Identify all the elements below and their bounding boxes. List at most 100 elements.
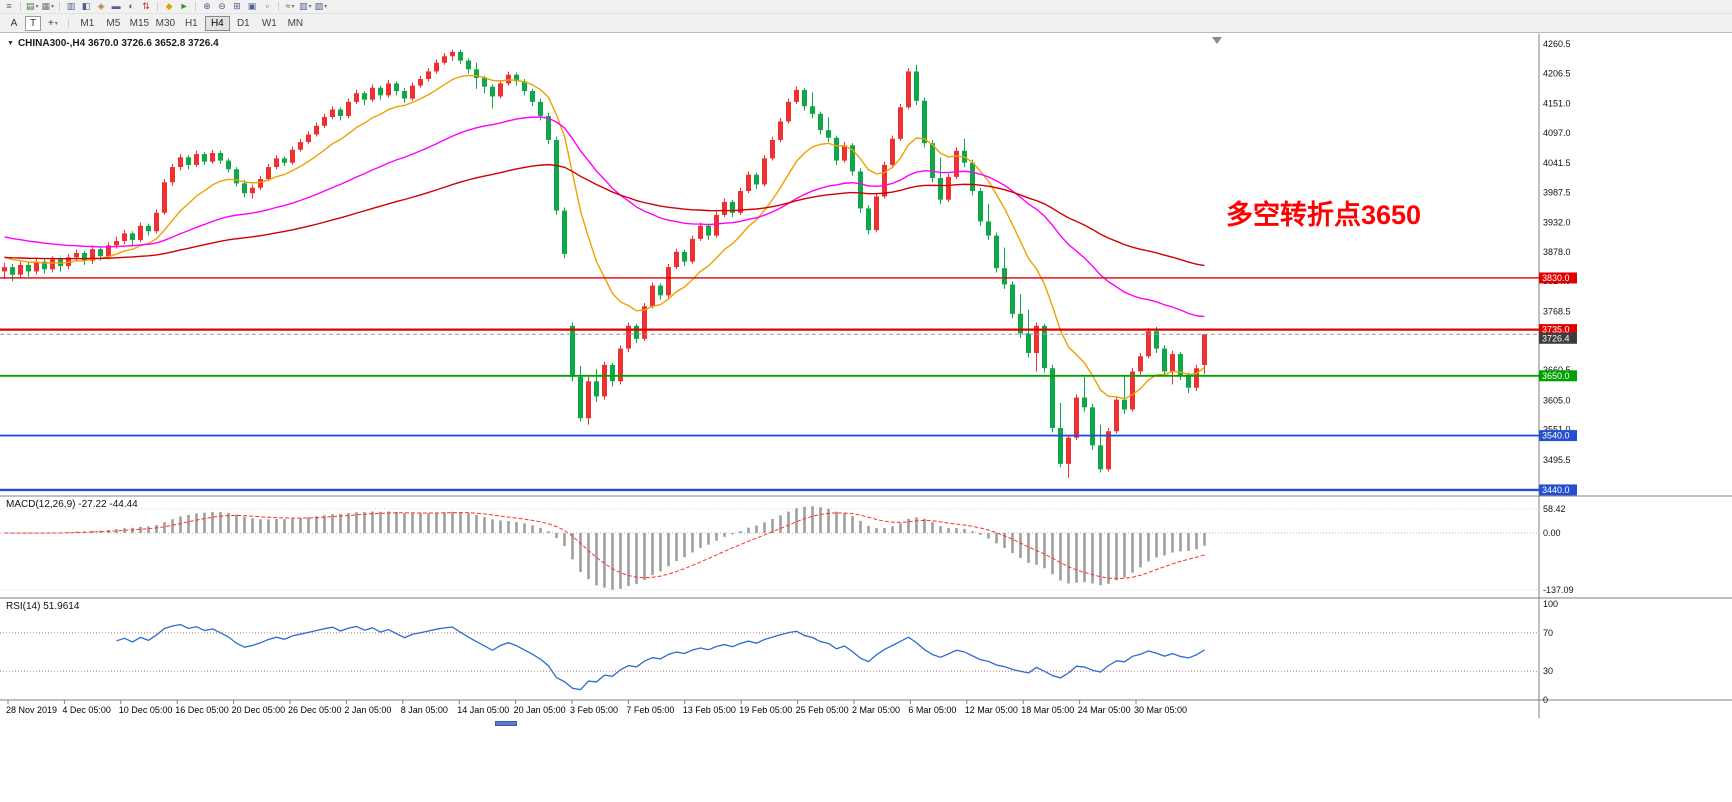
candle-body bbox=[258, 179, 263, 188]
toolbar-separator bbox=[67, 18, 69, 28]
candle-body bbox=[378, 87, 383, 96]
chart-shift-marker[interactable] bbox=[1212, 37, 1222, 44]
price-tick: 3495.5 bbox=[1543, 455, 1571, 465]
candle-body bbox=[98, 249, 103, 257]
timeframe-h4-button[interactable]: H4 bbox=[204, 15, 230, 31]
ma-line-45 bbox=[4, 116, 1205, 318]
time-label: 18 Mar 05:00 bbox=[1021, 705, 1074, 715]
candle-body bbox=[610, 364, 615, 382]
time-label: 25 Feb 05:00 bbox=[796, 705, 849, 715]
price-tag bbox=[1539, 484, 1577, 496]
timeframe-m1-button[interactable]: M1 bbox=[75, 16, 100, 31]
rsi-axis-label: 30 bbox=[1543, 666, 1553, 676]
chart-annotation[interactable]: 多空转折点3650 bbox=[1226, 200, 1422, 230]
price-tick: 4260.5 bbox=[1543, 39, 1571, 49]
candle-body bbox=[306, 134, 311, 143]
candle-body bbox=[346, 101, 351, 117]
timeframe-m30-button[interactable]: M30 bbox=[153, 16, 178, 31]
price-tick: 4097.0 bbox=[1543, 128, 1571, 138]
zoom-in-icon[interactable]: ⊕ bbox=[203, 1, 211, 11]
toolbar-separator bbox=[195, 2, 197, 11]
chevron-down-icon: ▾ bbox=[51, 3, 55, 10]
candle-body bbox=[842, 145, 847, 161]
tile-windows-icon[interactable]: ⊞ bbox=[233, 1, 241, 11]
candle-body bbox=[450, 51, 455, 57]
timeframe-mn-button[interactable]: MN bbox=[283, 16, 308, 31]
candle-body bbox=[626, 325, 631, 349]
candle-body bbox=[1090, 407, 1095, 446]
menu-icon[interactable]: ≡ bbox=[6, 1, 12, 11]
navigator-icon[interactable]: ◈ bbox=[97, 1, 105, 11]
candle-body bbox=[50, 259, 55, 270]
price-tag-label: 3735.0 bbox=[1542, 325, 1570, 335]
candle-body bbox=[1162, 348, 1167, 372]
timeframe-bar: M1 M5 M15 M30 H1 H4 D1 W1 MN bbox=[75, 15, 308, 31]
macd-axis-label: -137.09 bbox=[1543, 585, 1574, 595]
price-tick: 4151.0 bbox=[1543, 99, 1571, 109]
terminal-icon[interactable]: ▬ bbox=[111, 1, 121, 11]
data-window-icon[interactable]: ◧ bbox=[81, 1, 91, 11]
candle-body bbox=[914, 71, 919, 101]
candle-body bbox=[754, 174, 759, 185]
candle-body bbox=[402, 91, 407, 99]
candle-body bbox=[802, 89, 807, 107]
templates-icon[interactable]: ▨ ▾ bbox=[314, 1, 328, 11]
candle-body bbox=[18, 264, 23, 275]
h-scrollbar-thumb[interactable] bbox=[495, 721, 517, 726]
price-tag bbox=[1539, 430, 1577, 442]
candle-body bbox=[42, 261, 47, 270]
candle-body bbox=[762, 158, 767, 185]
candle-body bbox=[554, 139, 559, 211]
candle-body bbox=[594, 381, 599, 397]
new-order-icon[interactable]: ⇅ bbox=[142, 1, 150, 11]
crosshair-button[interactable]: + ▾ bbox=[44, 16, 62, 31]
text-button[interactable]: T bbox=[25, 15, 41, 31]
cursor-button[interactable]: A bbox=[6, 16, 22, 31]
cascade-windows-icon[interactable]: ▣ bbox=[247, 1, 257, 11]
candle-body bbox=[386, 83, 391, 96]
candle-body bbox=[186, 157, 191, 165]
time-label: 8 Jan 05:00 bbox=[401, 705, 448, 715]
time-label: 2 Jan 05:00 bbox=[344, 705, 391, 715]
timeframe-m15-button[interactable]: M15 bbox=[127, 16, 152, 31]
candle-body bbox=[1010, 284, 1015, 314]
periods-icon[interactable]: ▥ ▾ bbox=[299, 1, 312, 11]
timeframe-m5-button[interactable]: M5 bbox=[101, 16, 126, 31]
ma-line-12 bbox=[4, 74, 1205, 400]
time-label: 20 Dec 05:00 bbox=[232, 705, 286, 715]
candle-body bbox=[210, 152, 215, 162]
candle-body bbox=[274, 158, 279, 168]
time-label: 4 Dec 05:00 bbox=[62, 705, 111, 715]
candle-body bbox=[314, 125, 319, 135]
candle-body bbox=[890, 138, 895, 165]
candle-body bbox=[498, 83, 503, 97]
metaeditor-icon[interactable]: ◆ bbox=[165, 1, 173, 11]
timeframe-h1-button[interactable]: H1 bbox=[179, 16, 204, 31]
indicators-icon[interactable]: ≈ ▾ bbox=[285, 1, 295, 11]
autotrading-icon[interactable]: ► bbox=[179, 1, 189, 11]
candle-body bbox=[642, 306, 647, 339]
candle-body bbox=[690, 238, 695, 262]
candle-body bbox=[666, 267, 671, 296]
zoom-out-icon[interactable]: ⊖ bbox=[218, 1, 226, 11]
rsi-axis-label: 70 bbox=[1543, 628, 1553, 638]
chart-menu-icon[interactable]: ▼ bbox=[7, 40, 14, 47]
timeframe-d1-button[interactable]: D1 bbox=[231, 16, 256, 31]
candle-body bbox=[354, 93, 359, 102]
candle-body bbox=[898, 107, 903, 139]
strategy-tester-icon[interactable]: ◐ bbox=[128, 1, 134, 11]
timeframe-w1-button[interactable]: W1 bbox=[257, 16, 282, 31]
candle-body bbox=[1026, 333, 1031, 353]
market-watch-icon[interactable]: ▥ bbox=[66, 1, 76, 11]
time-label: 20 Jan 05:00 bbox=[514, 705, 566, 715]
arrange-icons-icon[interactable]: ▫ bbox=[265, 1, 269, 11]
chart-profiles-icon[interactable]: ▦ ▾ bbox=[41, 1, 55, 11]
chevron-down-icon: ▾ bbox=[324, 3, 328, 10]
candle-body bbox=[730, 201, 735, 213]
candle-body bbox=[746, 174, 751, 192]
candle-body bbox=[1154, 331, 1159, 349]
new-chart-icon[interactable]: ▤ ▾ bbox=[26, 1, 39, 11]
price-tick: 3551.0 bbox=[1543, 425, 1571, 435]
candle-body bbox=[1042, 325, 1047, 369]
